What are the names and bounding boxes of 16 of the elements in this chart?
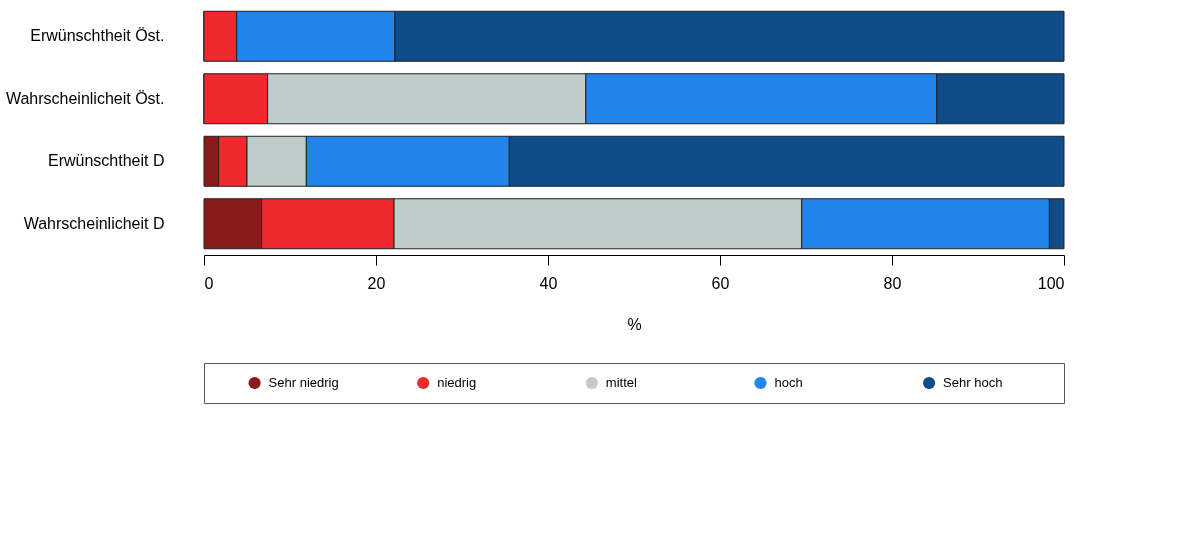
x-tick-label: 0 xyxy=(204,274,214,292)
y-tick-label: Erwünschtheit Öst. xyxy=(30,27,165,45)
x-tick-label: 60 xyxy=(711,274,730,292)
x-axis-title: % xyxy=(627,315,642,333)
legend-label: hoch xyxy=(774,375,803,390)
x-tick-label: 20 xyxy=(367,274,386,292)
x-tick-label: 80 xyxy=(883,274,902,292)
legend-label: Sehr niedrig xyxy=(268,375,339,390)
y-tick-label: Erwünschtheit D xyxy=(48,152,165,170)
x-tick-label: 100 xyxy=(1037,274,1065,292)
legend-label: Sehr hoch xyxy=(943,375,1003,390)
legend-label: mittel xyxy=(605,375,638,390)
legend-label: niedrig xyxy=(437,375,477,390)
y-tick-label: Wahrscheinlicheit D xyxy=(23,214,165,232)
y-tick-label: Wahrscheinlicheit Öst. xyxy=(5,89,165,107)
x-tick-label: 40 xyxy=(539,274,558,292)
